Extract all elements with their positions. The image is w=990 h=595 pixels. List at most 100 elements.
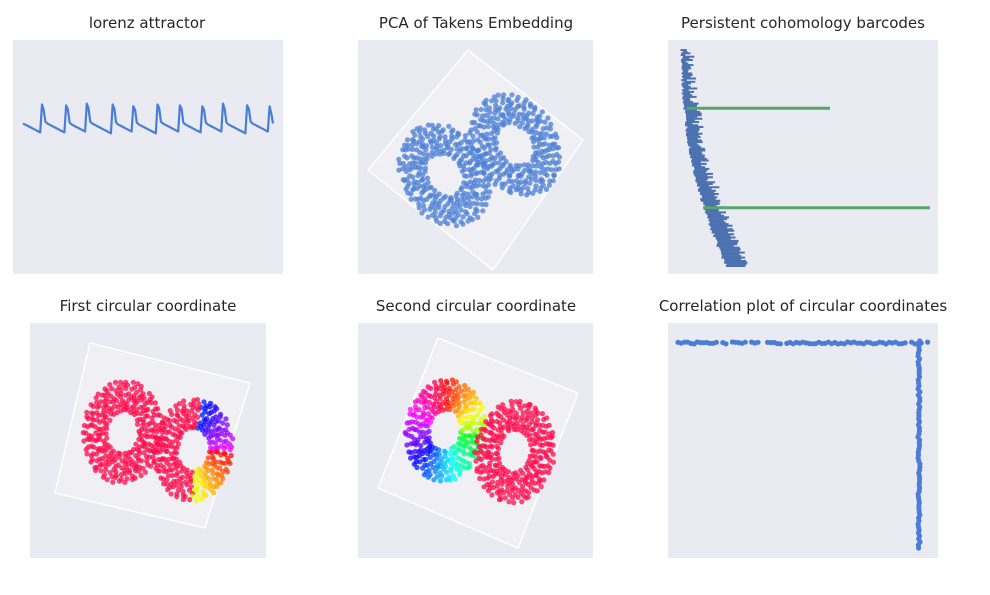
- circ1-point: [187, 497, 193, 503]
- circ2-point: [525, 467, 531, 473]
- circ1-point: [146, 390, 152, 397]
- circ1-point: [224, 422, 230, 428]
- circ2-point: [519, 414, 525, 420]
- circ1-point: [124, 401, 130, 408]
- pca-point: [429, 149, 435, 156]
- pca-point: [554, 134, 560, 141]
- pca-point: [555, 145, 562, 151]
- circ1-point: [204, 416, 210, 422]
- pca-point: [549, 167, 555, 173]
- circ1-point: [155, 406, 161, 412]
- pca-point: [493, 168, 499, 175]
- pca-point: [491, 94, 497, 100]
- circ2-point: [406, 449, 412, 455]
- circ1-point: [203, 492, 209, 498]
- circ1-point: [111, 403, 118, 409]
- circ1-point: [136, 450, 142, 456]
- circ1-point: [100, 474, 106, 480]
- pca-point: [527, 180, 533, 186]
- circ1-point: [118, 391, 124, 397]
- pca-point: [556, 154, 563, 160]
- circ1-point: [116, 478, 122, 484]
- pca-point: [544, 172, 550, 178]
- pca-point: [414, 147, 420, 153]
- circ1-point: [116, 384, 122, 390]
- circ2-point: [436, 392, 443, 398]
- circ2-point: [433, 383, 439, 389]
- pca-point: [491, 115, 497, 121]
- circ2-point: [539, 411, 545, 417]
- circ2-point: [404, 442, 410, 448]
- circ1-point: [158, 475, 164, 481]
- circ2-point: [535, 410, 541, 416]
- circ2-point: [471, 406, 477, 412]
- circ2-point: [550, 459, 556, 465]
- pca-point: [461, 166, 467, 173]
- circ1-point: [161, 481, 167, 487]
- circ1-point: [165, 487, 171, 493]
- pca-point: [543, 159, 549, 165]
- pca-point: [513, 187, 519, 193]
- pca-point: [533, 173, 539, 179]
- circ1-point: [81, 438, 87, 444]
- pca-point: [466, 199, 472, 205]
- pca-point: [546, 153, 552, 159]
- circ2-point: [476, 443, 482, 450]
- circ2-point: [474, 466, 480, 472]
- pca-point: [495, 92, 501, 98]
- circ1-point: [149, 394, 155, 400]
- pca-point: [427, 206, 433, 212]
- circ2-point: [453, 450, 459, 456]
- pca-point: [468, 170, 474, 176]
- pca-point: [472, 111, 478, 117]
- circ2-point: [528, 442, 534, 448]
- circ2-point: [511, 500, 517, 506]
- circ1-point: [122, 453, 128, 460]
- pca-point: [492, 110, 498, 116]
- circ2-point: [550, 451, 556, 457]
- circ2-point: [431, 477, 437, 483]
- pca-point: [471, 138, 477, 144]
- pca-point: [445, 143, 451, 149]
- pca-point: [422, 127, 428, 133]
- pca-point: [537, 118, 544, 124]
- circ1-point: [213, 440, 219, 446]
- pca-point: [437, 134, 443, 140]
- circ2-point: [443, 396, 449, 402]
- pca-point: [538, 179, 544, 185]
- pca-point: [533, 153, 539, 159]
- circ1-point: [107, 417, 113, 423]
- circ2-point: [516, 479, 522, 485]
- circ1-point: [122, 471, 128, 477]
- pca-point: [450, 127, 456, 133]
- circ1-point: [157, 412, 163, 418]
- pca-point: [430, 212, 436, 218]
- circ2-point: [500, 402, 506, 408]
- pca-point: [409, 142, 415, 148]
- circ2-point: [498, 431, 504, 437]
- circ2-point: [520, 410, 526, 416]
- pca-point: [550, 145, 556, 152]
- pca-point: [529, 163, 536, 169]
- circ2-point: [492, 462, 498, 468]
- pca-point: [472, 177, 479, 183]
- circ2-point: [420, 410, 426, 416]
- circ1-point: [118, 379, 124, 385]
- circ1-point: [84, 414, 90, 420]
- circ2-point: [542, 429, 548, 435]
- circ2-point: [532, 480, 538, 486]
- pca-point: [524, 192, 530, 198]
- circ2-point: [550, 442, 556, 448]
- circ2-point: [477, 400, 483, 406]
- pca-point: [400, 177, 406, 183]
- pca-point: [476, 177, 482, 184]
- circ2-point: [481, 484, 487, 490]
- circ2-point: [443, 477, 449, 483]
- circ1-point: [148, 400, 154, 406]
- circ1-point: [144, 413, 150, 419]
- pca-point: [476, 123, 482, 129]
- circ2-point: [536, 480, 542, 486]
- pca-point: [480, 208, 486, 214]
- circ2-point: [439, 382, 445, 388]
- pca-point: [552, 141, 558, 147]
